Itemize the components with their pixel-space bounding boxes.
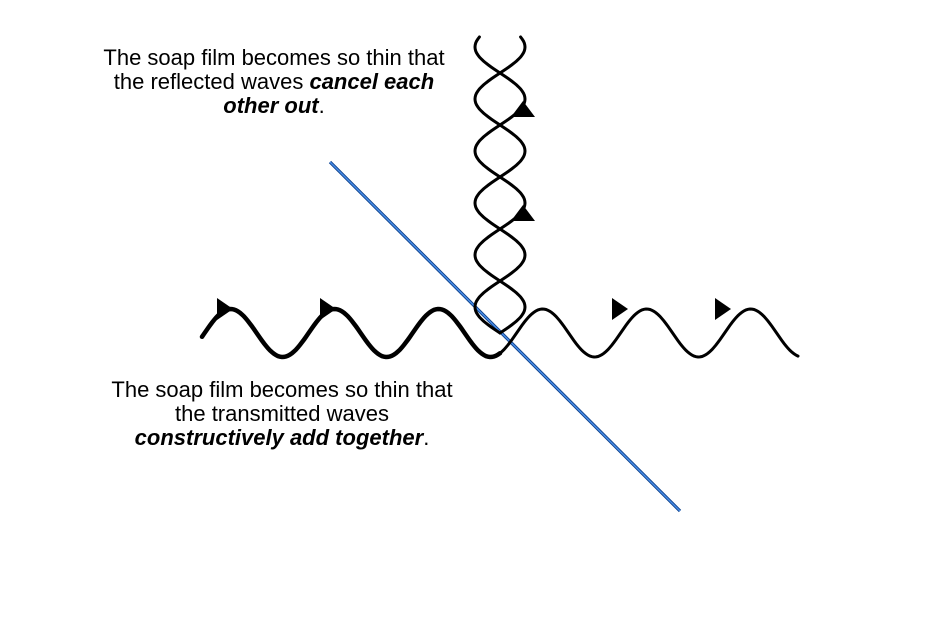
transmitted-arrow-2 xyxy=(715,298,731,320)
reflected-caption-emphasis-1: cancel each xyxy=(309,69,435,94)
transmitted-wave xyxy=(498,307,800,359)
transmitted-caption-period: . xyxy=(423,425,430,450)
reflected-caption-emphasis-2: other out xyxy=(223,93,319,118)
transmitted-waves-caption: The soap film becomes so thin that the t… xyxy=(82,378,482,450)
transmitted-caption-line-2: the transmitted waves xyxy=(175,401,389,426)
reflected-wave-a xyxy=(473,35,527,335)
transmitted-caption-emphasis: constructively add together xyxy=(134,425,424,450)
reflected-caption-line-3: other out. xyxy=(78,94,470,118)
reflected-caption-line-2: the reflected waves cancel each xyxy=(78,70,470,94)
incoming-arrow-2 xyxy=(320,298,336,320)
reflected-arrow-1 xyxy=(511,101,535,117)
reflected-caption-line-2-plain: the reflected waves xyxy=(113,69,310,94)
transmitted-caption-line-1: The soap film becomes so thin that xyxy=(111,377,453,402)
incoming-wave xyxy=(199,306,503,360)
transmitted-caption-line-3: constructively add together. xyxy=(82,426,482,450)
reflected-arrow-2 xyxy=(511,205,535,221)
soap-film-line xyxy=(328,160,682,513)
reflected-wave-b xyxy=(473,35,527,335)
reflected-caption-period: . xyxy=(318,93,325,118)
reflected-waves-caption: The soap film becomes so thin that the r… xyxy=(78,46,470,118)
incoming-arrow-1 xyxy=(217,298,233,320)
transmitted-arrow-1 xyxy=(612,298,628,320)
reflected-caption-line-1: The soap film becomes so thin that xyxy=(103,45,445,70)
